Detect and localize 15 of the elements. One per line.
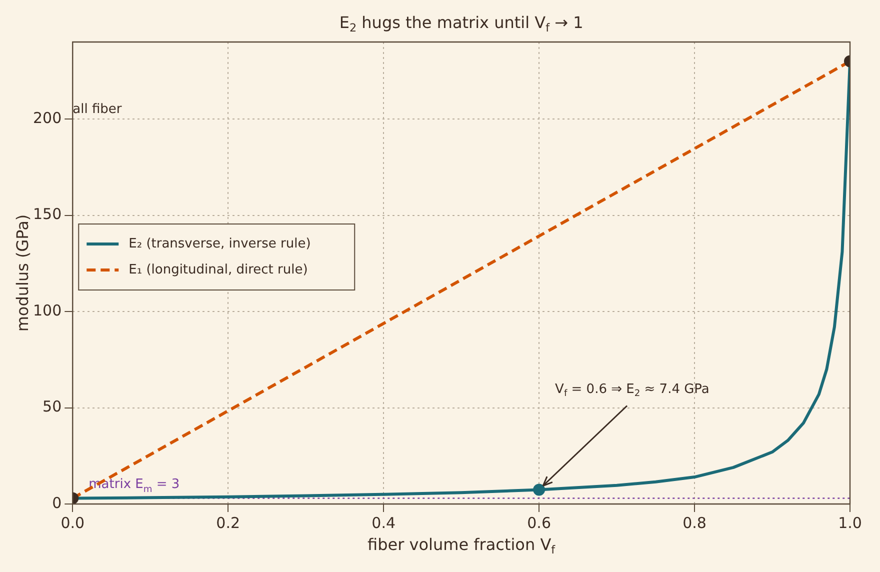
x-tick-label: 1.0 (838, 514, 862, 532)
annotation: all fiber (72, 102, 122, 117)
y-tick-label: 200 (32, 108, 62, 127)
legend-label: E₂ (transverse, inverse rule) (128, 236, 311, 252)
x-tick-label: 0.8 (682, 514, 706, 532)
legend-label: E₁ (longitudinal, direct rule) (128, 262, 308, 278)
y-tick-label: 150 (32, 205, 62, 224)
x-tick-label: 0.0 (60, 514, 85, 532)
y-axis-title: modulus (GPa) (13, 214, 32, 332)
y-tick-label: 50 (42, 398, 62, 416)
x-tick-label: 0.4 (372, 514, 396, 532)
y-tick-label: 100 (32, 301, 62, 320)
y-tick-label: 0 (52, 494, 62, 512)
x-tick-label: 0.2 (216, 514, 240, 532)
x-tick-label: 0.6 (527, 514, 551, 532)
